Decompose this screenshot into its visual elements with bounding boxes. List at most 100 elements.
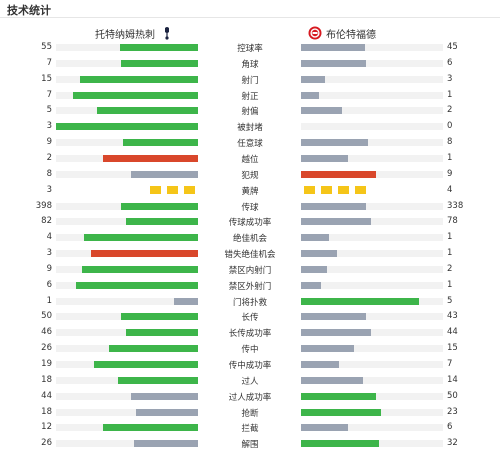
away-bar-track bbox=[301, 265, 443, 273]
stat-row: 44 过人成功率 50 bbox=[0, 389, 500, 405]
home-value: 6 bbox=[46, 279, 52, 290]
stat-row: 7 角球 6 bbox=[0, 56, 500, 72]
away-value: 45 bbox=[447, 42, 458, 52]
home-bar-track bbox=[56, 218, 198, 226]
stat-row: 7 射正 1 bbox=[0, 88, 500, 104]
away-bar-track bbox=[301, 408, 443, 416]
home-bar-track bbox=[56, 440, 198, 448]
home-bar-track bbox=[56, 107, 198, 115]
away-bar bbox=[301, 59, 366, 67]
home-bar-track bbox=[56, 345, 198, 353]
stat-row: 2 越位 1 bbox=[0, 151, 500, 167]
away-bar-track bbox=[301, 218, 443, 226]
yellow-card-icon bbox=[321, 185, 332, 194]
away-value: 4 bbox=[447, 184, 453, 195]
away-bar bbox=[301, 345, 354, 353]
away-bar-track bbox=[301, 91, 443, 99]
away-team-name: 布伦特福德 bbox=[326, 29, 376, 41]
stat-label: 传中成功率 bbox=[228, 361, 272, 371]
away-bar-track bbox=[301, 75, 443, 83]
teams-header: 托特纳姆热刺 布伦特福德 bbox=[0, 18, 500, 46]
home-value: 19 bbox=[41, 359, 52, 369]
stat-label: 被封堵 bbox=[237, 123, 263, 134]
home-bar bbox=[80, 75, 198, 83]
home-value: 9 bbox=[46, 137, 52, 148]
stat-label: 禁区外射门 bbox=[228, 281, 272, 292]
stat-label: 禁区内射门 bbox=[228, 265, 272, 276]
home-bar bbox=[131, 170, 198, 178]
stat-row: 26 传中 15 bbox=[0, 341, 500, 357]
home-bar-track bbox=[56, 297, 198, 305]
away-bar bbox=[301, 170, 376, 178]
away-bar-track bbox=[301, 297, 443, 305]
home-bar-track bbox=[56, 281, 198, 289]
away-yellow-cards bbox=[301, 185, 369, 195]
stat-row: 18 抢断 23 bbox=[0, 405, 500, 421]
yellow-card-icon bbox=[338, 185, 349, 194]
home-bar-track bbox=[56, 361, 198, 368]
stat-label: 长传成功率 bbox=[228, 329, 272, 340]
home-bar-track bbox=[56, 44, 198, 51]
away-bar-track bbox=[301, 424, 443, 432]
stat-row: 9 任意球 8 bbox=[0, 135, 500, 151]
stat-row: 55 控球率 45 bbox=[0, 40, 500, 56]
home-team[interactable]: 托特纳姆热刺 bbox=[95, 24, 177, 42]
away-value: 8 bbox=[447, 137, 453, 148]
away-bar-track bbox=[301, 345, 443, 353]
away-bar-track bbox=[301, 234, 443, 242]
away-bar-track bbox=[301, 392, 443, 400]
stat-row: 12 拦截 6 bbox=[0, 420, 500, 436]
stat-label: 过人 bbox=[241, 376, 259, 387]
stat-label: 控球率 bbox=[237, 44, 263, 54]
home-value: 46 bbox=[41, 327, 52, 338]
away-bar bbox=[301, 75, 325, 83]
stat-row: 5 射偏 2 bbox=[0, 103, 500, 119]
away-bar-track bbox=[301, 202, 443, 210]
home-value: 26 bbox=[41, 343, 52, 354]
away-bar bbox=[301, 139, 368, 147]
home-bar-track bbox=[56, 170, 198, 178]
stat-label: 犯规 bbox=[241, 170, 259, 181]
away-bar bbox=[301, 91, 319, 99]
stat-label: 解围 bbox=[241, 440, 259, 451]
home-value: 15 bbox=[41, 73, 52, 84]
away-bar bbox=[301, 392, 376, 400]
home-value: 4 bbox=[46, 232, 52, 243]
away-bar-track bbox=[301, 123, 443, 131]
away-bar bbox=[301, 329, 371, 337]
away-value: 1 bbox=[447, 89, 453, 100]
stat-row: 1 门将扑救 5 bbox=[0, 294, 500, 310]
home-bar bbox=[121, 202, 198, 210]
away-team[interactable]: 布伦特福德 bbox=[304, 24, 376, 42]
home-bar-track bbox=[56, 123, 198, 131]
away-value: 1 bbox=[447, 152, 453, 163]
away-value: 9 bbox=[447, 168, 453, 179]
away-bar-track bbox=[301, 44, 443, 51]
home-value: 3 bbox=[46, 121, 52, 132]
stat-label: 传球成功率 bbox=[228, 218, 272, 229]
stat-label: 射正 bbox=[241, 91, 259, 102]
away-bar bbox=[301, 361, 339, 368]
home-bar-track bbox=[56, 376, 198, 384]
home-bar bbox=[121, 313, 198, 321]
home-bar-track bbox=[56, 139, 198, 147]
home-value: 3 bbox=[46, 184, 52, 195]
away-value: 2 bbox=[447, 105, 453, 116]
home-team-name: 托特纳姆热刺 bbox=[95, 29, 155, 41]
away-bar bbox=[301, 234, 329, 242]
away-bar bbox=[301, 265, 327, 273]
stat-row: 9 禁区内射门 2 bbox=[0, 262, 500, 278]
stat-row: 398 传球 338 bbox=[0, 199, 500, 215]
stat-label: 过人成功率 bbox=[228, 392, 272, 403]
home-value: 44 bbox=[41, 390, 52, 401]
away-value: 1 bbox=[447, 248, 453, 259]
away-bar bbox=[301, 218, 371, 226]
away-value: 3 bbox=[447, 73, 453, 84]
stat-label: 门将扑救 bbox=[232, 297, 267, 308]
away-bar bbox=[301, 313, 366, 321]
home-bar bbox=[126, 218, 198, 226]
stat-label: 越位 bbox=[241, 154, 259, 165]
rooster-crest-icon bbox=[165, 27, 169, 40]
home-bar-track bbox=[56, 250, 198, 258]
stat-row: 6 禁区外射门 1 bbox=[0, 278, 500, 294]
